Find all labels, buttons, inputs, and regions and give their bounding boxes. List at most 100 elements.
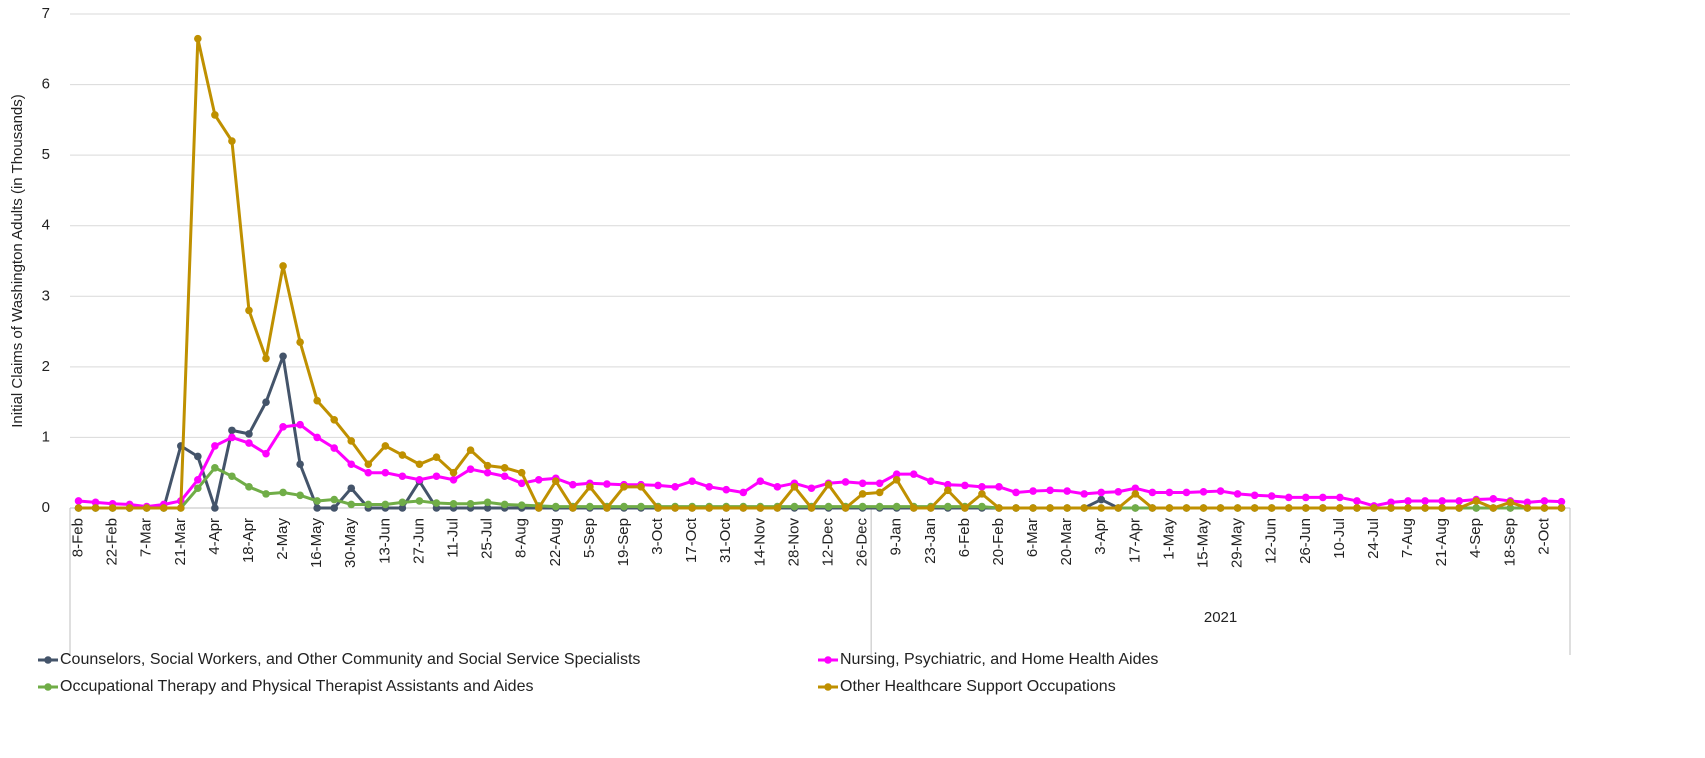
data-point [415,497,424,505]
data-point [296,491,304,500]
data-point [892,475,901,484]
data-point [330,444,339,452]
data-point [228,137,236,145]
data-point [1404,497,1412,505]
data-point [398,451,407,459]
x-tick-label: 17-Oct [683,517,700,563]
legend-swatch-marker [44,656,52,664]
x-tick-label: 22-Feb [104,518,121,566]
data-point [841,504,850,512]
data-point [1148,504,1157,512]
data-point [688,504,696,512]
data-point [364,460,373,469]
x-tick-label: 4-Apr [206,518,223,555]
x-tick-label: 30-May [342,518,359,569]
data-point [637,502,645,511]
data-point [1165,504,1174,512]
data-point [1301,493,1310,502]
data-point [1540,497,1549,505]
data-point [858,479,867,488]
x-tick-label: 22-Aug [547,518,564,566]
data-point [142,504,151,512]
x-tick-label: 4-Sep [1467,518,1484,558]
data-point [1319,493,1327,502]
data-point [1353,504,1361,512]
x-tick-label: 7-Aug [1399,518,1416,558]
data-point [1097,504,1106,512]
data-point [1114,504,1123,512]
data-point [228,433,236,442]
data-point [875,479,884,488]
y-tick-label: 5 [42,146,50,163]
data-point [1012,504,1020,512]
x-tick-label: 20-Feb [990,518,1007,566]
data-point [961,504,969,512]
data-point [125,504,134,512]
data-point [517,501,526,509]
data-point [1404,504,1412,512]
x-tick-label: 10-Jul [1331,518,1348,559]
data-point [637,483,645,491]
series-line [78,466,1562,510]
x-tick-label: 8-Feb [69,518,86,557]
data-point [1199,487,1208,496]
x-tick-label: 14-Nov [751,518,768,567]
data-point [483,504,492,512]
y-tick-label: 1 [42,428,50,445]
data-point [398,472,407,481]
data-point [500,472,509,481]
data-point [74,504,83,512]
data-point [262,354,270,363]
data-point [347,500,356,509]
x-tick-label: 16-May [308,518,325,569]
data-point [1080,504,1089,512]
data-point [466,446,475,454]
data-point [1472,504,1481,512]
data-point [211,504,219,512]
data-point [1046,486,1054,495]
data-point [313,396,321,405]
x-tick-label: 23-Jan [922,518,939,564]
data-point [279,488,287,497]
data-point [944,502,952,511]
data-point [858,490,867,498]
x-tick-label: 6-Mar [1024,518,1041,557]
data-point [381,468,390,477]
data-point [1250,491,1259,500]
data-point [1012,488,1020,497]
data-point [279,423,287,431]
data-point [1114,487,1123,496]
data-point [1438,504,1446,512]
data-point [1523,504,1532,512]
data-point [1387,498,1395,507]
x-tick-label: 11-Jul [444,518,461,558]
data-point [381,500,390,509]
data-point [1131,484,1140,493]
data-point [1284,504,1293,512]
data-point [569,504,577,512]
legend-label: Occupational Therapy and Physical Therap… [60,678,533,695]
data-point [1165,488,1174,497]
y-tick-label: 3 [42,287,50,304]
y-tick-label: 7 [42,5,50,22]
data-point [262,398,270,406]
data-point [1216,487,1225,495]
data-point [756,504,765,512]
data-point [74,497,83,505]
data-point [773,504,782,512]
x-tick-label: 15-May [1194,518,1211,569]
data-point [159,504,168,512]
data-point [517,468,526,477]
x-tick-label: 12-Dec [819,518,836,567]
legend-label: Counselors, Social Workers, and Other Co… [60,651,640,668]
data-point [330,504,339,512]
data-point [313,497,321,505]
data-point [228,472,236,481]
data-point [1438,497,1446,505]
data-point [1233,504,1242,512]
data-point [1233,490,1242,498]
data-point [790,502,799,511]
legend-label: Nursing, Psychiatric, and Home Health Ai… [840,651,1158,668]
data-point [722,504,731,512]
data-point [1029,487,1037,495]
